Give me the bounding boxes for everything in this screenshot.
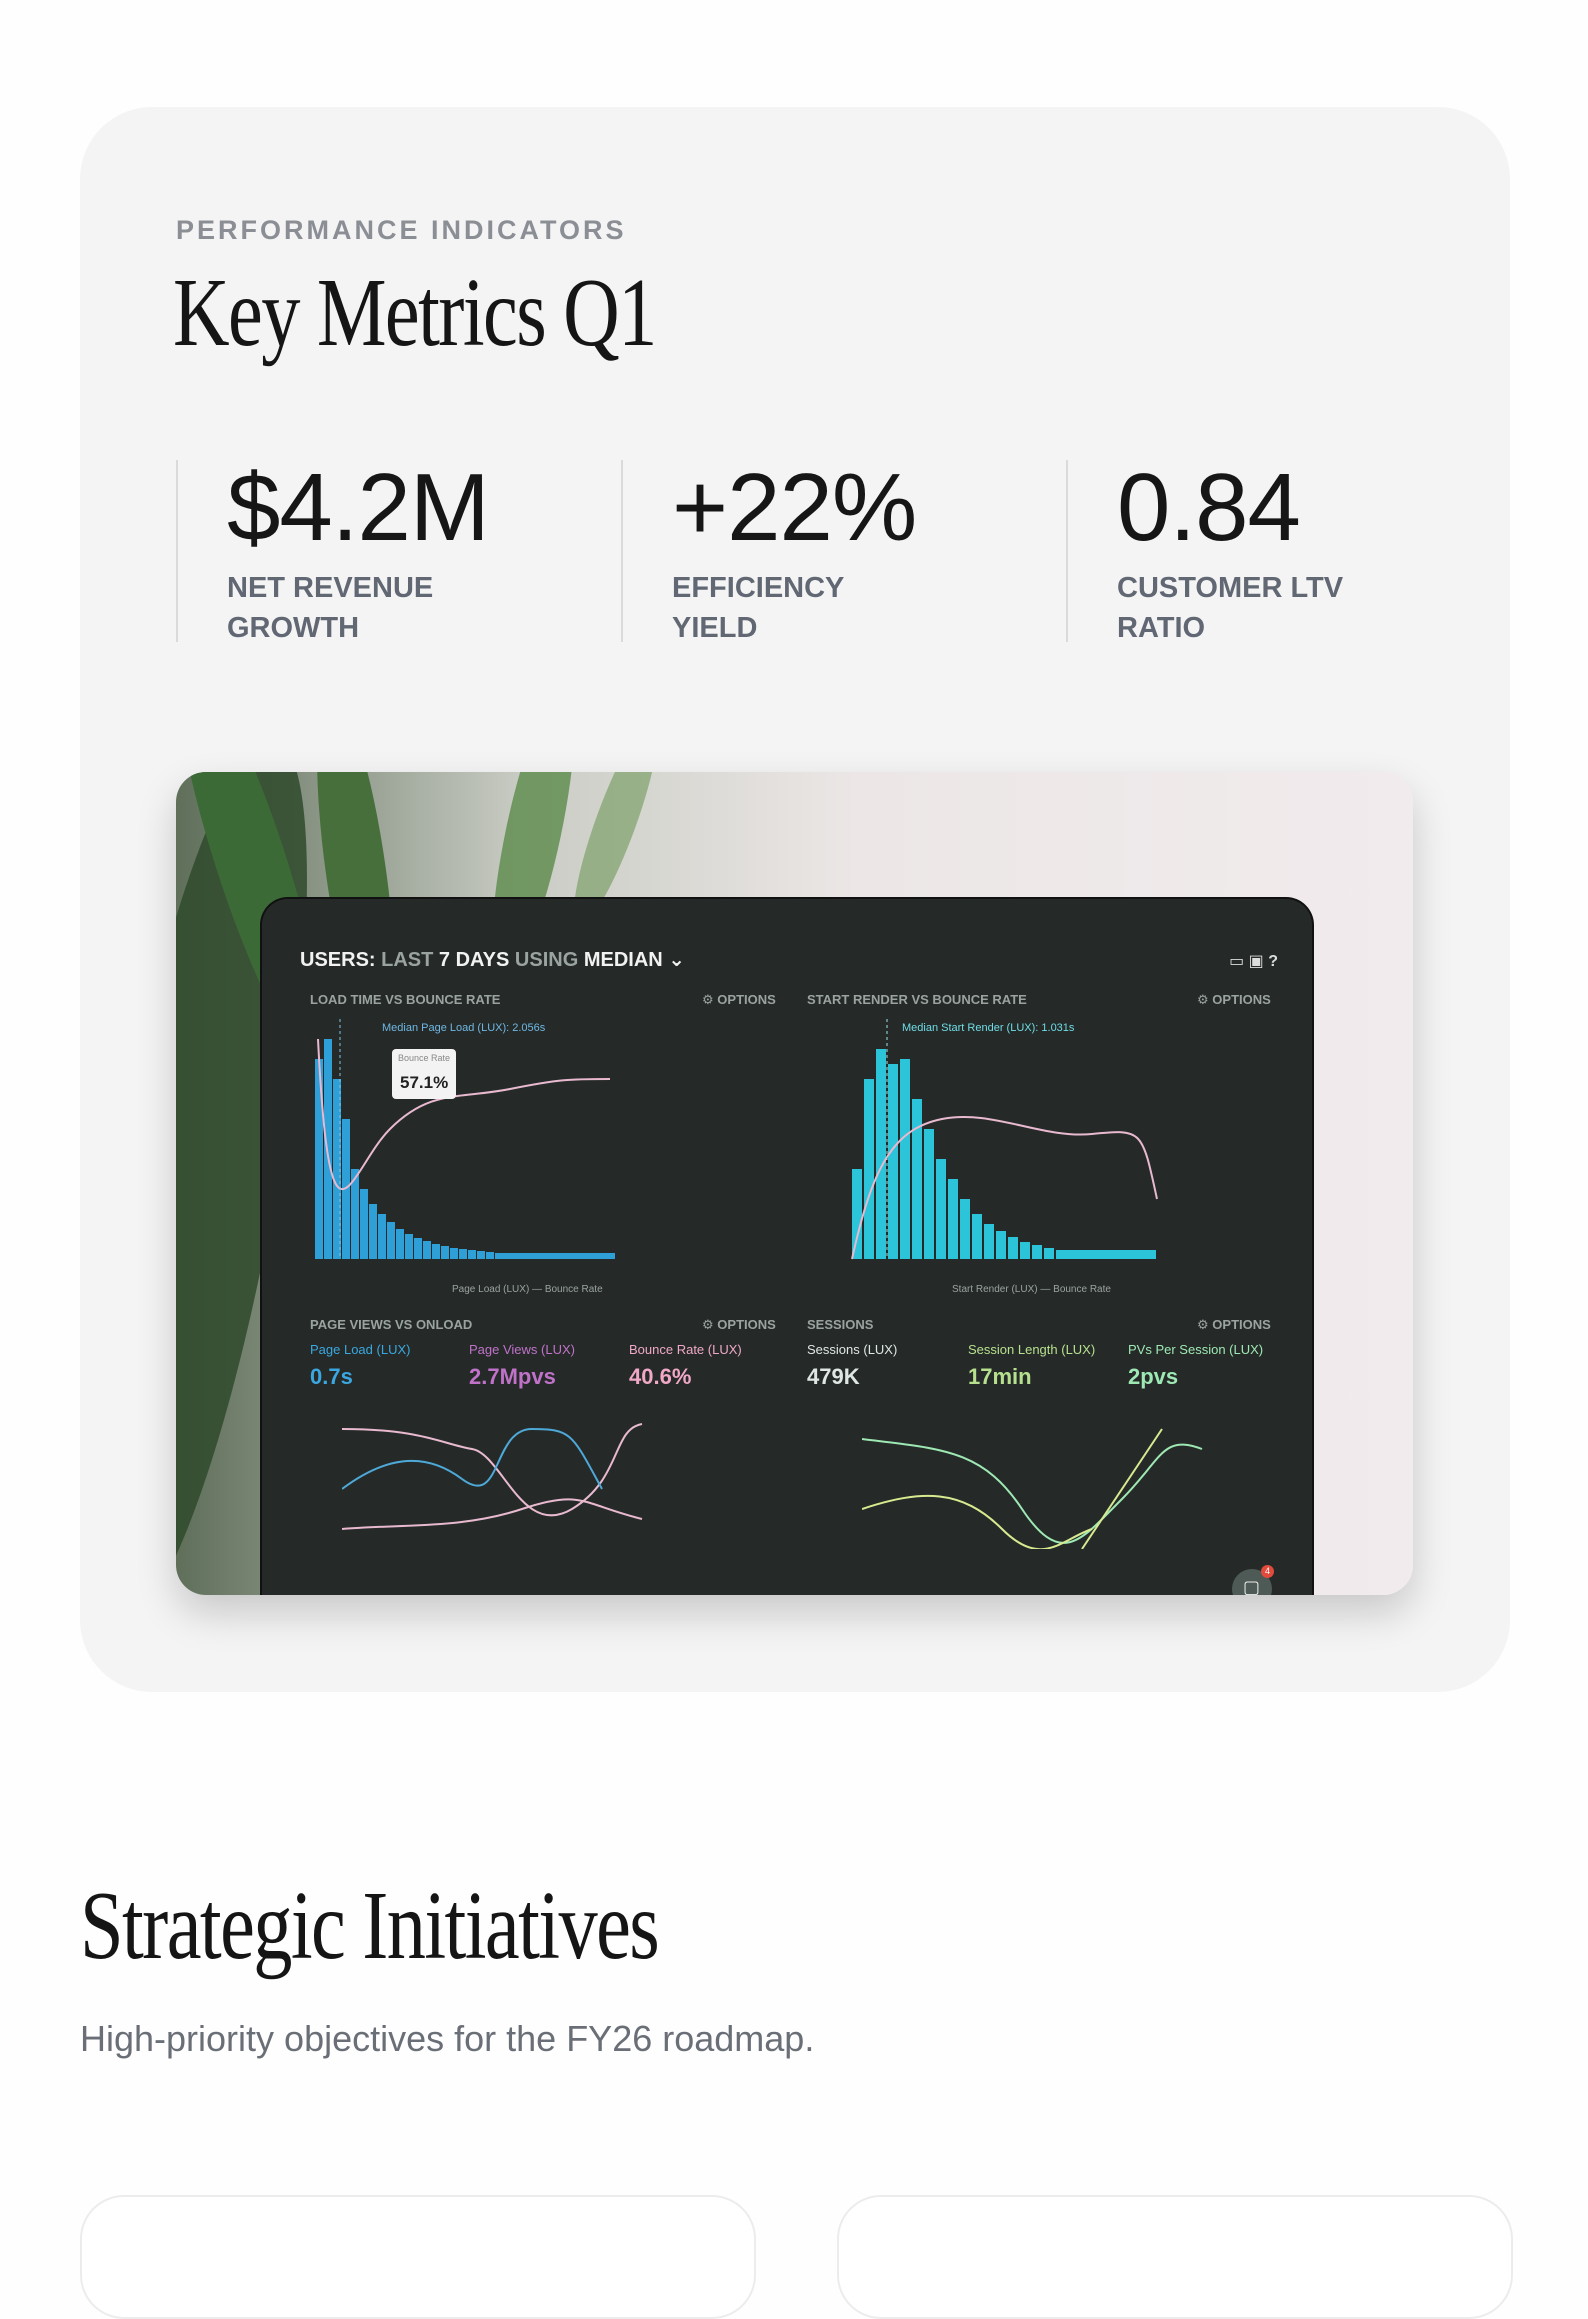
section-kicker: PERFORMANCE INDICATORS xyxy=(176,215,627,245)
panel2-title: START RENDER VS BOUNCE RATE xyxy=(807,992,1027,1007)
panel3-options: ⚙ OPTIONS xyxy=(702,1317,776,1332)
panel4-title: SESSIONS xyxy=(807,1317,874,1332)
panel2-legend: Start Render (LUX) — Bounce Rate xyxy=(952,1284,1111,1295)
metric-value: $4.2M xyxy=(227,454,490,561)
chevron-down-icon: ⌄ xyxy=(668,949,686,971)
header-using: USING xyxy=(514,949,579,971)
options-label: OPTIONS xyxy=(717,992,776,1007)
stat-value: 17min xyxy=(968,1364,1032,1389)
options-label: OPTIONS xyxy=(1212,992,1271,1007)
dashboard-header: USERS: LAST 7 DAYS USING MEDIAN ⌄ xyxy=(300,947,685,972)
stat-label: PVs Per Session (LUX) xyxy=(1128,1342,1264,1357)
stat-label: Page Load (LUX) xyxy=(310,1342,411,1357)
metric-value: 0.84 xyxy=(1117,454,1301,561)
metric-net-revenue: $4.2M NET REVENUE GROWTH xyxy=(176,454,556,644)
stat-label: Sessions (LUX) xyxy=(807,1342,898,1357)
panel1-title: LOAD TIME VS BOUNCE RATE xyxy=(310,992,501,1007)
panel1-median: Median Page Load (LUX): 2.056s xyxy=(382,1022,546,1034)
stat-label: Bounce Rate (LUX) xyxy=(629,1342,742,1357)
start-render-chart xyxy=(851,1019,1158,1260)
sessions-chart xyxy=(862,1428,1203,1549)
header-mid: LAST xyxy=(381,949,434,971)
chat-button[interactable]: ▢ 4 xyxy=(1232,1565,1274,1595)
chat-badge: 4 xyxy=(1261,1565,1274,1578)
panel2-options: ⚙ OPTIONS xyxy=(1197,992,1271,1007)
page-views-chart xyxy=(342,1423,643,1530)
laptop-screen: USERS: LAST 7 DAYS USING MEDIAN ⌄ ▭ ▣ ? … xyxy=(262,899,1312,1595)
metric-efficiency-yield: +22% EFFICIENCY YIELD xyxy=(621,454,1001,644)
panel1-options: ⚙ OPTIONS xyxy=(702,992,776,1007)
panel2-median: Median Start Render (LUX): 1.031s xyxy=(902,1022,1075,1034)
screen-toolbar-icons: ▭ ▣ ? xyxy=(1229,953,1278,970)
options-label: OPTIONS xyxy=(717,1317,776,1332)
header-prefix: USERS: xyxy=(300,949,376,971)
metric-label: NET REVENUE GROWTH xyxy=(227,572,434,644)
section-title: Strategic Initiatives xyxy=(80,1872,660,1980)
metric-label: CUSTOMER LTV RATIO xyxy=(1117,572,1344,644)
stat-value: 40.6% xyxy=(629,1364,692,1389)
panel4-options: ⚙ OPTIONS xyxy=(1197,1317,1271,1332)
stat-value: 2.7Mpvs xyxy=(469,1364,556,1389)
load-time-chart xyxy=(315,1019,615,1259)
stat-label: Session Length (LUX) xyxy=(968,1342,1096,1357)
header-median: MEDIAN xyxy=(583,949,663,971)
panel1-legend: Page Load (LUX) — Bounce Rate xyxy=(452,1284,603,1295)
header-days: 7 DAYS xyxy=(438,949,510,971)
dashboard-photo: USERS: LAST 7 DAYS USING MEDIAN ⌄ ▭ ▣ ? … xyxy=(176,772,1413,1595)
page-title: Key Metrics Q1 xyxy=(173,259,657,367)
section-subtitle: High-priority objectives for the FY26 ro… xyxy=(80,2018,815,2059)
tooltip-label: Bounce Rate xyxy=(398,1053,451,1063)
stat-value: 2pvs xyxy=(1128,1364,1179,1389)
metric-customer-ltv: 0.84 CUSTOMER LTV RATIO xyxy=(1066,454,1446,644)
tooltip-value: 57.1% xyxy=(400,1073,449,1092)
initiative-card[interactable] xyxy=(837,2195,1513,2319)
stat-value: 0.7s xyxy=(310,1364,353,1389)
bounce-rate-tooltip: Bounce Rate 57.1% xyxy=(392,1049,457,1099)
stat-value: 479K xyxy=(807,1364,860,1389)
stat-label: Page Views (LUX) xyxy=(469,1342,575,1357)
chat-icon: ▢ xyxy=(1243,1577,1261,1595)
key-metrics-card: PERFORMANCE INDICATORS Key Metrics Q1 $4… xyxy=(80,107,1510,1692)
panel3-title: PAGE VIEWS VS ONLOAD xyxy=(310,1317,473,1332)
metric-label: EFFICIENCY YIELD xyxy=(672,572,844,644)
options-label: OPTIONS xyxy=(1212,1317,1271,1332)
metric-value: +22% xyxy=(672,454,917,561)
initiative-card[interactable] xyxy=(80,2195,756,2319)
